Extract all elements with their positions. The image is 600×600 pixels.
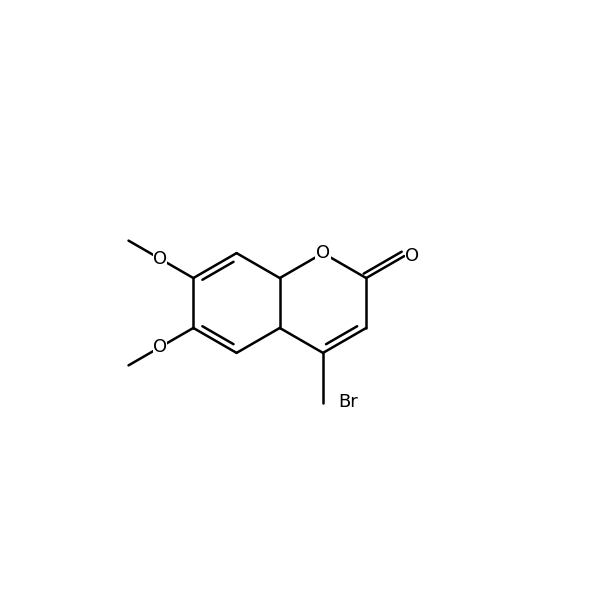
Bar: [315, 247, 331, 259]
Text: O: O: [152, 250, 167, 268]
Bar: [153, 341, 167, 353]
Text: O: O: [316, 244, 330, 262]
Bar: [153, 253, 167, 265]
Text: Br: Br: [338, 392, 358, 410]
Text: O: O: [406, 247, 419, 265]
Text: O: O: [152, 338, 167, 356]
Bar: [404, 250, 421, 262]
